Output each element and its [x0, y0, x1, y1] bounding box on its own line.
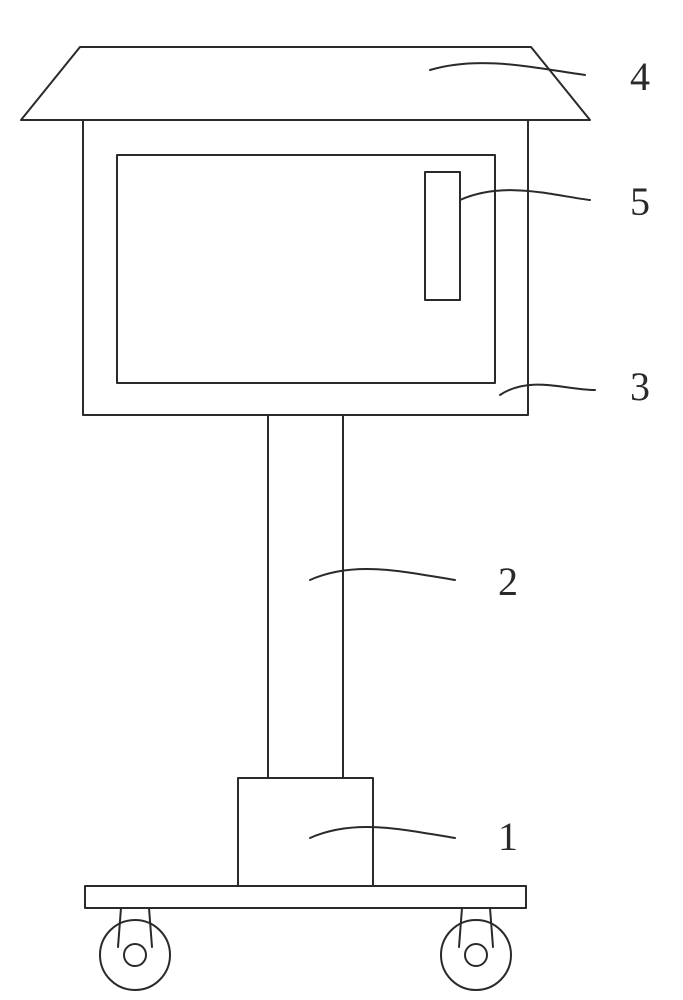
reference-label-1: 1	[498, 814, 518, 859]
reference-label-4: 4	[630, 54, 650, 99]
reference-label-2: 2	[498, 559, 518, 604]
technical-diagram: 4 5 3 2 1	[0, 0, 683, 1000]
reference-label-5: 5	[630, 179, 650, 224]
reference-label-3: 3	[630, 364, 650, 409]
